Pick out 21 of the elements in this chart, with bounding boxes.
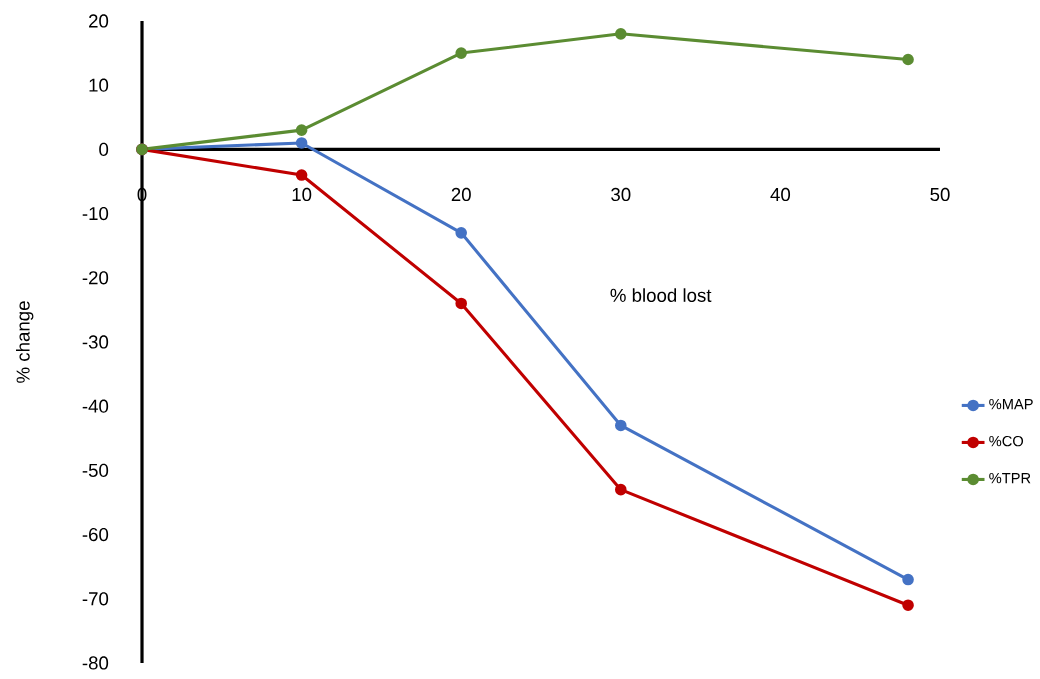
y-tick-label: -40 <box>82 399 109 413</box>
x-tick-label: 20 <box>451 187 471 202</box>
y-tick-label: -10 <box>82 206 109 221</box>
y-tick-label: 10 <box>89 78 109 92</box>
y-tick-label: -50 <box>82 463 109 477</box>
x-axis-title: % blood lost <box>610 288 712 302</box>
y-tick-label: -70 <box>82 592 109 606</box>
y-tick-label: -20 <box>82 271 109 285</box>
y-axis-title: % change <box>16 301 34 383</box>
y-tick-label: -60 <box>82 527 109 542</box>
x-tick-label: 40 <box>770 187 791 202</box>
y-tick-label: 20 <box>89 14 109 28</box>
legend-label: %CO <box>989 435 1024 447</box>
x-tick-label: 30 <box>611 187 631 202</box>
x-tick-label: 10 <box>292 187 312 202</box>
y-tick-label: -80 <box>82 656 109 670</box>
y-tick-label: -30 <box>82 335 109 349</box>
legend-label: %TPR <box>989 472 1031 484</box>
legend-label: %MAP <box>989 398 1033 410</box>
y-tick-label: 0 <box>99 142 109 156</box>
x-tick-label: 50 <box>930 187 950 202</box>
